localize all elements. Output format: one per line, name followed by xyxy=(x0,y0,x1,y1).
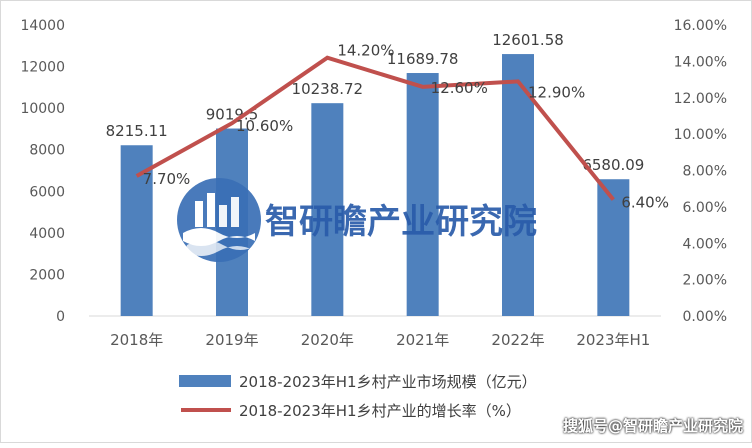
bar-data-label: 8215.11 xyxy=(106,122,168,140)
x-axis-tick-label: 2019年 xyxy=(205,331,258,349)
right-axis-tick-label: 12.00% xyxy=(674,91,727,107)
right-axis-tick-label: 6.00% xyxy=(683,200,727,216)
right-axis-tick-label: 0.00% xyxy=(683,309,727,325)
bar-data-label: 9019.5 xyxy=(206,106,259,124)
bar xyxy=(311,103,344,316)
x-axis-tick-label: 2022年 xyxy=(491,331,544,349)
line-data-labels: 7.70% 10.60% 14.20% 12.60% 12.90% 6.40% xyxy=(143,42,669,212)
right-axis: 0.00% 2.00% 4.00% 6.00% 8.00% 10.00% 12.00% 14.… xyxy=(674,18,727,325)
right-axis-tick-label: 2.00% xyxy=(683,273,727,289)
left-axis-tick-label: 4000 xyxy=(29,226,65,242)
legend-bar-swatch xyxy=(179,375,231,387)
x-axis-tick-label: 2018年 xyxy=(110,331,163,349)
legend-bar-label: 2018-2023年H1乡村产业市场规模（亿元） xyxy=(239,373,537,391)
watermark-building-icon xyxy=(207,193,215,227)
bar-data-label: 12601.58 xyxy=(492,31,564,49)
left-axis-tick-label: 2000 xyxy=(29,267,65,283)
bar xyxy=(406,73,439,317)
legend: 2018-2023年H1乡村产业市场规模（亿元） 2018-2023年H1乡村产业… xyxy=(179,373,537,420)
right-axis-tick-label: 8.00% xyxy=(683,164,727,180)
x-axis-tick-label: 2020年 xyxy=(301,331,354,349)
line-data-label: 6.40% xyxy=(621,194,669,212)
line-data-label: 12.90% xyxy=(528,83,585,101)
right-axis-tick-label: 10.00% xyxy=(674,127,727,143)
right-axis-tick-label: 14.00% xyxy=(674,54,727,70)
left-axis-tick-label: 8000 xyxy=(29,143,65,159)
bar xyxy=(597,179,630,316)
right-axis-tick-label: 4.00% xyxy=(683,236,727,252)
x-axis-tick-label: 2021年 xyxy=(396,331,449,349)
watermark-text: 智研瞻产业研究院 xyxy=(265,202,537,242)
watermark-logo: 智研瞻产业研究院 xyxy=(177,178,537,262)
line-data-label: 7.70% xyxy=(143,170,191,188)
left-axis-tick-label: 14000 xyxy=(20,18,65,34)
x-axis-tick-label: 2023年H1 xyxy=(576,331,650,349)
watermark-building-icon xyxy=(219,205,227,227)
bar-data-labels: 8215.11 9019.5 10238.72 11689.78 12601.58 658… xyxy=(106,31,645,174)
watermark-building-icon xyxy=(231,197,239,227)
left-axis: 0 2000 4000 6000 8000 10000 12000 14000 xyxy=(20,18,65,325)
x-axis-labels: 2018年 2019年 2020年 2021年 2022年 2023年H1 xyxy=(110,331,650,349)
bar-data-label: 11689.78 xyxy=(387,50,459,68)
growth-line xyxy=(135,55,615,201)
line-data-label: 14.20% xyxy=(337,42,394,60)
bar-data-label: 6580.09 xyxy=(582,156,644,174)
left-axis-tick-label: 10000 xyxy=(20,101,65,117)
left-axis-tick-label: 6000 xyxy=(29,184,65,200)
watermark-bottom-text: 搜狐号@智研瞻产业研究院 xyxy=(562,417,743,435)
watermark-wave2-icon xyxy=(185,240,257,256)
left-axis-tick-label: 12000 xyxy=(20,60,65,76)
watermark-building-icon xyxy=(195,201,203,227)
left-axis-tick-label: 0 xyxy=(56,309,65,325)
bar-data-label: 10238.72 xyxy=(292,80,364,98)
legend-line-label: 2018-2023年H1乡村产业的增长率（%） xyxy=(239,402,521,420)
line-data-label: 12.60% xyxy=(431,79,488,97)
right-axis-tick-label: 16.00% xyxy=(674,18,727,34)
line-data-label: 10.60% xyxy=(236,117,293,135)
